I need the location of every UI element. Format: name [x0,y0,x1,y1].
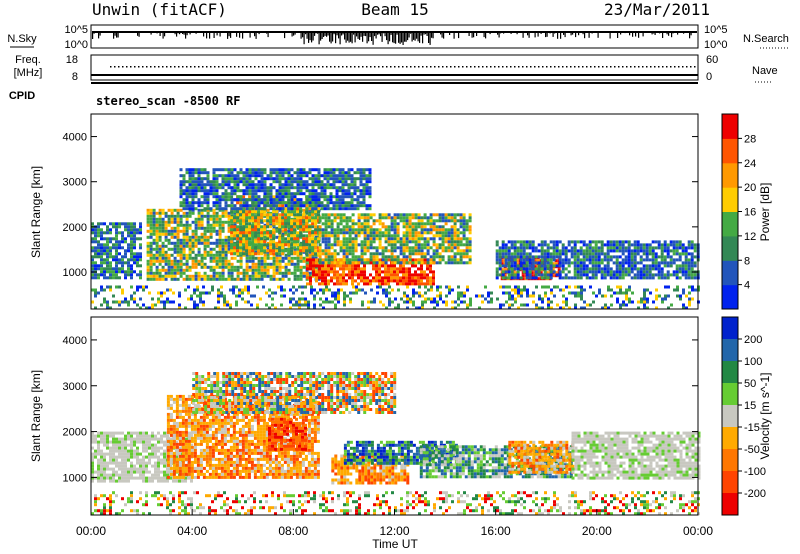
cpid-value: stereo_scan -8500 RF [96,94,241,109]
velocity-panel-region-0 [91,491,700,516]
power-panel-region-8 [179,168,372,211]
velocity-panel-ytick-2: 3000 [63,381,87,393]
power-panel-region-5 [318,213,472,265]
velocity-panel-ytick-0: 1000 [63,472,87,484]
power-panel-colorbar-swatch-0 [722,284,738,310]
power-panel-colorbar-swatch-3 [722,211,738,237]
velocity-panel-xtick-2: 08:00 [278,524,308,538]
velocity-panel-colorbar-swatch-3 [722,383,738,406]
nave-label: Nave [752,65,778,77]
velocity-panel-xtick-1: 04:00 [177,524,207,538]
velocity-panel-colorbar-swatch-0 [722,317,738,340]
power-panel-ytick-2: 3000 [63,177,87,189]
nsky-label: N.Sky [7,33,37,45]
power-panel-colorbar-swatch-2 [722,235,738,261]
velocity-panel-region-7 [508,440,575,474]
freq-label: Freq. [15,54,41,66]
date-title: 23/Mar/2011 [604,0,710,19]
velocity-colorbar-label: Velocity [m s^-1] [758,373,772,460]
velocity-panel-colorbar-tick-2: 50 [744,378,756,390]
velocity-panel-xtick-0: 00:00 [76,524,106,538]
power-panel-ytick-1: 2000 [63,222,87,234]
noise-panel: N.Sky 10^5 10^0 10^5 10^0 N.Search [7,24,790,51]
beam-title: Beam 15 [361,0,428,19]
velocity-panel-ytick-3: 4000 [63,335,87,347]
power-panel-colorbar-tick-4: 20 [744,182,756,194]
noise-tick-bottom-right: 10^0 [704,39,728,51]
station-title: Unwin (fitACF) [92,0,227,19]
velocity-panel-colorbar-tick-0: 200 [744,334,762,346]
velocity-panel-ytick-1: 2000 [63,427,87,439]
velocity-panel-colorbar-tick-1: 100 [744,356,762,368]
nsearch-label: N.Search [743,33,789,45]
velocity-panel-xtick-5: 20:00 [582,524,612,538]
power-panel-region-0 [91,285,700,310]
power-panel: 1000 2000 3000 4000 Slant Range [km] 4 8 12 16… [29,113,772,310]
velocity-panel-colorbar-swatch-6 [722,449,738,472]
power-panel-colorbar-tick-1: 8 [744,255,750,267]
freq-tick-top: 18 [66,54,78,66]
velocity-panel-colorbar-tick-5: -50 [744,444,760,456]
velocity-panel-colorbar-swatch-7 [722,471,738,494]
power-panel-colorbar-tick-3: 16 [744,207,756,219]
power-panel-colorbar-swatch-6 [722,138,738,164]
noise-trace [92,31,697,45]
freq-unit: [MHz] [14,67,43,79]
freq-panel: Freq. [MHz] 18 8 60 0 Nave [14,54,778,83]
velocity-panel-colorbar-tick-3: 15 [744,400,756,412]
power-panel-colorbar-tick-0: 4 [744,280,750,292]
power-panel-colorbar-tick-5: 24 [744,158,756,170]
power-panel-colorbar-swatch-7 [722,114,738,139]
nave-tick-top: 60 [706,54,718,66]
nave-tick-bottom: 0 [706,71,712,83]
velocity-panel-xtick-3: 12:00 [379,524,409,538]
power-panel-colorbar-swatch-1 [722,260,738,286]
power-panel-region-4 [306,258,435,286]
velocity-panel-region-9 [192,372,397,414]
power-panel-colorbar-tick-6: 28 [744,133,756,145]
velocity-panel-colorbar-tick-4: -15 [744,422,760,434]
power-ylabel: Slant Range [km] [29,166,43,258]
power-colorbar-label: Power [dB] [758,183,772,242]
power-panel-ytick-0: 1000 [63,267,87,279]
velocity-panel-colorbar-swatch-2 [722,361,738,384]
noise-tick-bottom-left: 10^0 [64,39,88,51]
velocity-panel: 1000 2000 3000 4000 00:00 04:00 08:00 12:00 16:… [29,316,772,551]
velocity-panel-colorbar-swatch-5 [722,427,738,450]
velocity-panel-colorbar-swatch-8 [722,493,738,516]
velocity-panel-region-3 [268,417,307,451]
velocity-xlabel: Time UT [372,537,418,551]
noise-tick-top-right: 10^5 [704,24,728,36]
nave-trace [110,66,696,68]
velocity-panel-colorbar-tick-6: -100 [744,466,766,478]
velocity-panel-colorbar-tick-7: -200 [744,488,766,500]
velocity-panel-region-8 [571,431,701,480]
velocity-panel-colorbar-swatch-1 [722,339,738,362]
velocity-panel-xtick-4: 16:00 [481,524,511,538]
power-panel-region-1 [91,222,142,280]
velocity-panel-xtick-6: 00:00 [683,524,713,538]
power-panel-colorbar-swatch-4 [722,187,738,212]
velocity-panel-colorbar-swatch-4 [722,405,738,428]
noise-tick-top-left: 10^5 [64,24,88,36]
freq-tick-bottom: 8 [72,71,78,83]
velocity-ylabel: Slant Range [km] [29,370,43,462]
power-panel-ytick-3: 4000 [63,132,87,144]
power-panel-colorbar-swatch-5 [722,162,738,188]
power-panel-colorbar-tick-2: 12 [744,231,756,243]
power-panel-region-7 [495,240,700,280]
cpid-label: CPID [9,90,35,102]
